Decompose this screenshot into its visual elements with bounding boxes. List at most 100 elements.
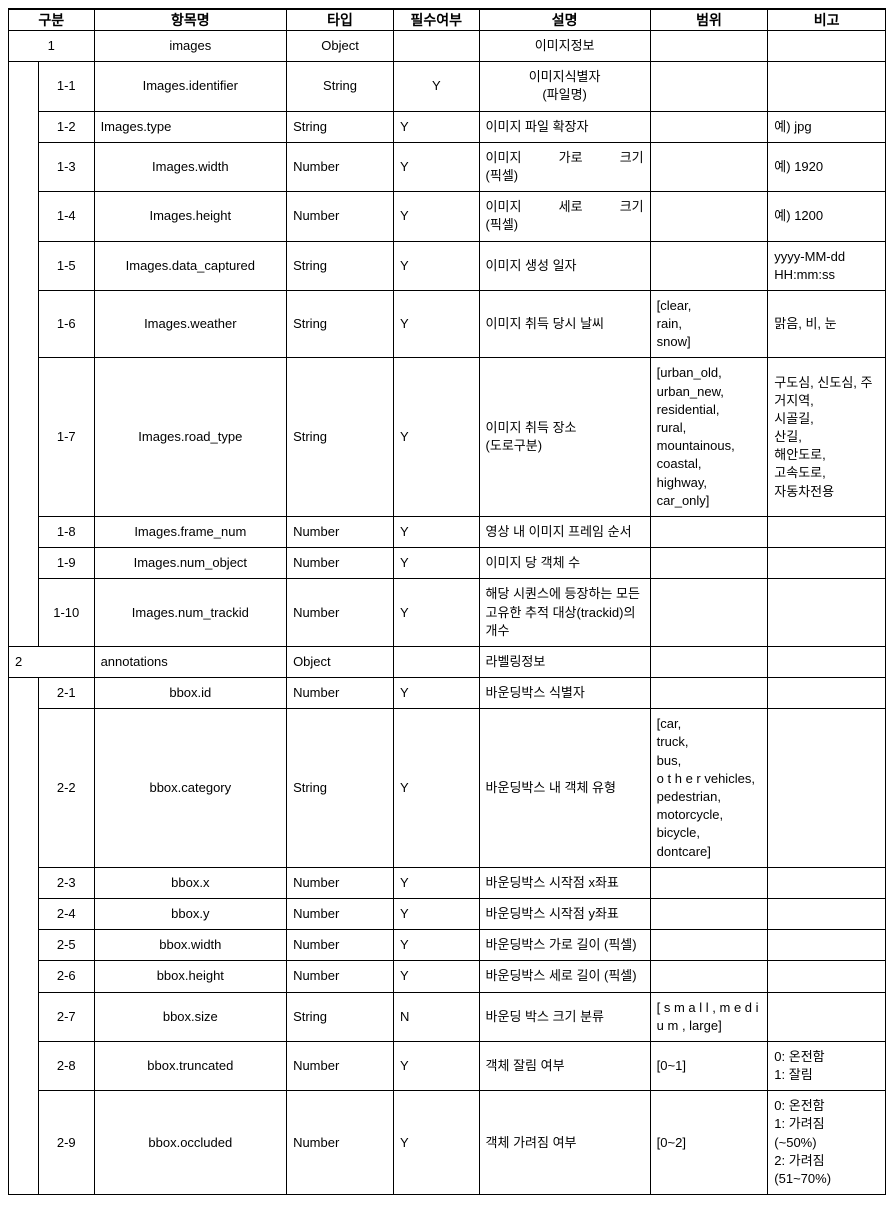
table-cell: bbox.height (94, 961, 287, 992)
table-cell: Y (394, 961, 480, 992)
table-cell: 이미지 취득 당시 날씨 (479, 290, 650, 358)
table-cell: 이미지 가로 크기(픽셀) (479, 142, 650, 191)
table-cell: Y (394, 192, 480, 241)
table-cell: Number (287, 961, 394, 992)
table-row: 1-3Images.widthNumberY이미지 가로 크기(픽셀)예) 19… (9, 142, 886, 191)
table-cell (9, 62, 39, 647)
table-cell: 1-7 (38, 358, 94, 517)
table-cell: Number (287, 579, 394, 647)
table-cell (768, 548, 886, 579)
table-cell (768, 867, 886, 898)
table-cell: 2-7 (38, 992, 94, 1041)
table-cell: 1-6 (38, 290, 94, 358)
table-cell (650, 31, 768, 62)
table-cell: 라벨링정보 (479, 646, 650, 677)
header-required: 필수여부 (394, 9, 480, 31)
table-cell: String (287, 992, 394, 1041)
table-cell: [ s m a l l , m e d i u m , large] (650, 992, 768, 1041)
table-cell: bbox.y (94, 898, 287, 929)
table-cell: Images.width (94, 142, 287, 191)
table-cell: 이미지 취득 장소(도로구분) (479, 358, 650, 517)
table-cell: Y (394, 1041, 480, 1090)
table-cell: bbox.id (94, 678, 287, 709)
table-cell (650, 192, 768, 241)
table-cell: String (287, 62, 394, 111)
table-row: 2annotationsObject 라벨링정보 (9, 646, 886, 677)
table-cell: bbox.x (94, 867, 287, 898)
table-row: 1-8Images.frame_numNumberY영상 내 이미지 프레임 순… (9, 516, 886, 547)
table-cell: Number (287, 867, 394, 898)
table-row: 1-5Images.data_capturedStringY이미지 생성 일자y… (9, 241, 886, 290)
table-cell: Y (394, 516, 480, 547)
table-row: 2-7bbox.sizeStringN바운딩 박스 크기 분류[ s m a l… (9, 992, 886, 1041)
table-row: 2-1bbox.idNumberY바운딩박스 식별자 (9, 678, 886, 709)
table-row: 2-8bbox.truncatedNumberY객체 잘림 여부[0~1]0: … (9, 1041, 886, 1090)
table-cell: yyyy-MM-dd HH:mm:ss (768, 241, 886, 290)
table-cell: 이미지 당 객체 수 (479, 548, 650, 579)
table-cell: Y (394, 111, 480, 142)
table-cell: 0: 온전함1: 잘림 (768, 1041, 886, 1090)
table-cell (768, 31, 886, 62)
table-cell: Images.weather (94, 290, 287, 358)
table-cell: String (287, 290, 394, 358)
table-row: 1-4Images.heightNumberY이미지 세로 크기(픽셀)예) 1… (9, 192, 886, 241)
table-cell: 바운딩 박스 크기 분류 (479, 992, 650, 1041)
table-cell: Y (394, 867, 480, 898)
table-cell: 바운딩박스 식별자 (479, 678, 650, 709)
table-cell: Y (394, 241, 480, 290)
table-cell: 0: 온전함1: 가려짐(~50%)2: 가려짐(51~70%) (768, 1091, 886, 1195)
table-cell: Number (287, 930, 394, 961)
table-row: 2-5bbox.widthNumberY바운딩박스 가로 길이 (픽셀) (9, 930, 886, 961)
table-cell: Number (287, 142, 394, 191)
table-cell (650, 516, 768, 547)
table-row: 2-3bbox.xNumberY바운딩박스 시작점 x좌표 (9, 867, 886, 898)
table-cell: 2-5 (38, 930, 94, 961)
table-cell (650, 111, 768, 142)
table-cell: Y (394, 358, 480, 517)
table-row: 1-10Images.num_trackidNumberY해당 시퀀스에 등장하… (9, 579, 886, 647)
table-cell: String (287, 358, 394, 517)
table-cell (768, 516, 886, 547)
table-cell (650, 241, 768, 290)
table-cell (768, 709, 886, 868)
table-cell: Images.height (94, 192, 287, 241)
table-row: 1-1Images.identifierStringY이미지식별자(파일명) (9, 62, 886, 111)
table-cell: 이미지 세로 크기(픽셀) (479, 192, 650, 241)
table-cell: annotations (94, 646, 287, 677)
table-cell (768, 646, 886, 677)
table-row: 2-4bbox.yNumberY바운딩박스 시작점 y좌표 (9, 898, 886, 929)
table-cell: [urban_old,urban_new,residential,rural,m… (650, 358, 768, 517)
table-cell (650, 579, 768, 647)
table-cell: 예) 1200 (768, 192, 886, 241)
table-cell: 1-5 (38, 241, 94, 290)
table-cell: Number (287, 192, 394, 241)
table-cell: 바운딩박스 내 객체 유형 (479, 709, 650, 868)
table-cell: 2-2 (38, 709, 94, 868)
table-cell: Y (394, 548, 480, 579)
table-cell: [car,truck,bus,o t h e r vehicles,pedest… (650, 709, 768, 868)
table-cell (650, 646, 768, 677)
table-cell: Y (394, 62, 480, 111)
table-cell (768, 930, 886, 961)
table-cell (650, 548, 768, 579)
table-cell (650, 930, 768, 961)
table-cell: 1 (9, 31, 95, 62)
table-cell: 2 (9, 646, 95, 677)
table-row: 2-6bbox.heightNumberY바운딩박스 세로 길이 (픽셀) (9, 961, 886, 992)
table-cell: 1-2 (38, 111, 94, 142)
table-cell (650, 898, 768, 929)
table-cell: 2-6 (38, 961, 94, 992)
table-cell (394, 31, 480, 62)
table-header: 구분 항목명 타입 필수여부 설명 범위 비고 (9, 9, 886, 31)
table-row: 2-2bbox.categoryStringY바운딩박스 내 객체 유형[car… (9, 709, 886, 868)
header-range: 범위 (650, 9, 768, 31)
table-cell: Images.identifier (94, 62, 287, 111)
table-row: 1imagesObject이미지정보 (9, 31, 886, 62)
table-cell: Object (287, 646, 394, 677)
table-cell: 1-9 (38, 548, 94, 579)
table-cell: 1-8 (38, 516, 94, 547)
table-cell: 바운딩박스 시작점 x좌표 (479, 867, 650, 898)
table-row: 1-2Images.typeStringY이미지 파일 확장자예) jpg (9, 111, 886, 142)
table-cell: 예) jpg (768, 111, 886, 142)
table-row: 1-9Images.num_objectNumberY이미지 당 객체 수 (9, 548, 886, 579)
